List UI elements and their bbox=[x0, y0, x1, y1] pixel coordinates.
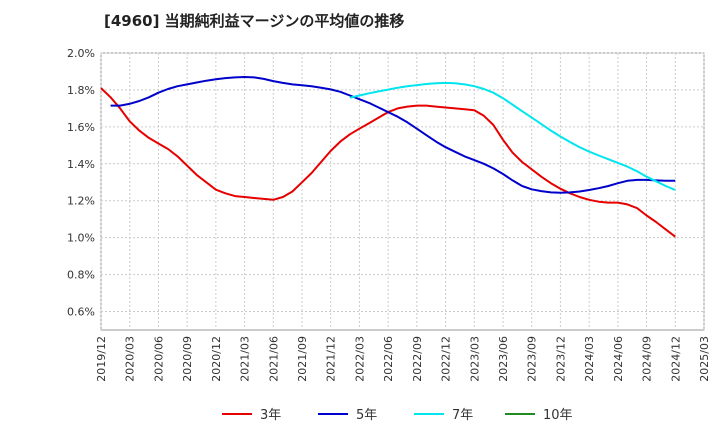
y-tick-label: 2.0% bbox=[67, 47, 95, 60]
x-tick-label: 2022/12 bbox=[440, 336, 453, 382]
series-layer bbox=[100, 76, 676, 238]
y-tick-label: 1.6% bbox=[67, 121, 95, 134]
x-tick-label: 2024/03 bbox=[583, 336, 596, 382]
legend-label: 7年 bbox=[452, 408, 473, 423]
x-tick-label: 2022/06 bbox=[382, 336, 395, 382]
x-tick-label: 2022/03 bbox=[353, 336, 366, 382]
grid-layer bbox=[100, 52, 705, 331]
x-tick-label: 2023/06 bbox=[497, 336, 510, 382]
y-tick-label: 0.8% bbox=[67, 269, 95, 282]
series-line bbox=[349, 81, 676, 191]
legend-label: 10年 bbox=[543, 408, 573, 423]
x-tick-label: 2022/09 bbox=[411, 336, 424, 382]
x-tick-label: 2020/09 bbox=[181, 336, 194, 382]
x-tick-label: 2021/03 bbox=[239, 336, 252, 382]
x-tick-label: 2023/12 bbox=[554, 336, 567, 382]
plot-area bbox=[100, 52, 705, 331]
y-tick-label: 1.2% bbox=[67, 195, 95, 208]
x-tick-label: 2019/12 bbox=[95, 336, 108, 382]
legend-layer: 3年 5年 7年 10年 bbox=[222, 408, 573, 423]
x-tick-label: 2021/09 bbox=[296, 336, 309, 382]
y-tick-label: 1.0% bbox=[67, 232, 95, 245]
axis-layer: 0.6% 0.8% 1.0% 1.2% 1.4% 1.6% 1.8% 2.0% 2019/12 2… bbox=[67, 47, 711, 382]
series-line bbox=[110, 76, 676, 194]
x-tick-label: 2024/12 bbox=[669, 336, 682, 382]
x-tick-label: 2023/09 bbox=[526, 336, 539, 382]
x-tick-label: 2025/03 bbox=[698, 336, 711, 382]
x-tick-label: 2020/03 bbox=[124, 336, 137, 382]
y-tick-label: 1.8% bbox=[67, 84, 95, 97]
legend-label: 3年 bbox=[260, 408, 281, 423]
chart-title: [4960] 当期純利益マージンの平均値の推移 bbox=[104, 12, 405, 30]
x-tick-label: 2023/03 bbox=[468, 336, 481, 382]
legend-label: 5年 bbox=[356, 408, 377, 423]
y-tick-label: 0.6% bbox=[67, 306, 95, 319]
x-tick-label: 2024/09 bbox=[641, 336, 654, 382]
y-tick-label: 1.4% bbox=[67, 158, 95, 171]
x-tick-label: 2020/12 bbox=[210, 336, 223, 382]
x-tick-label: 2021/12 bbox=[325, 336, 338, 382]
x-tick-label: 2021/06 bbox=[267, 336, 280, 382]
x-tick-label: 2020/06 bbox=[152, 336, 165, 382]
x-tick-label: 2024/06 bbox=[612, 336, 625, 382]
